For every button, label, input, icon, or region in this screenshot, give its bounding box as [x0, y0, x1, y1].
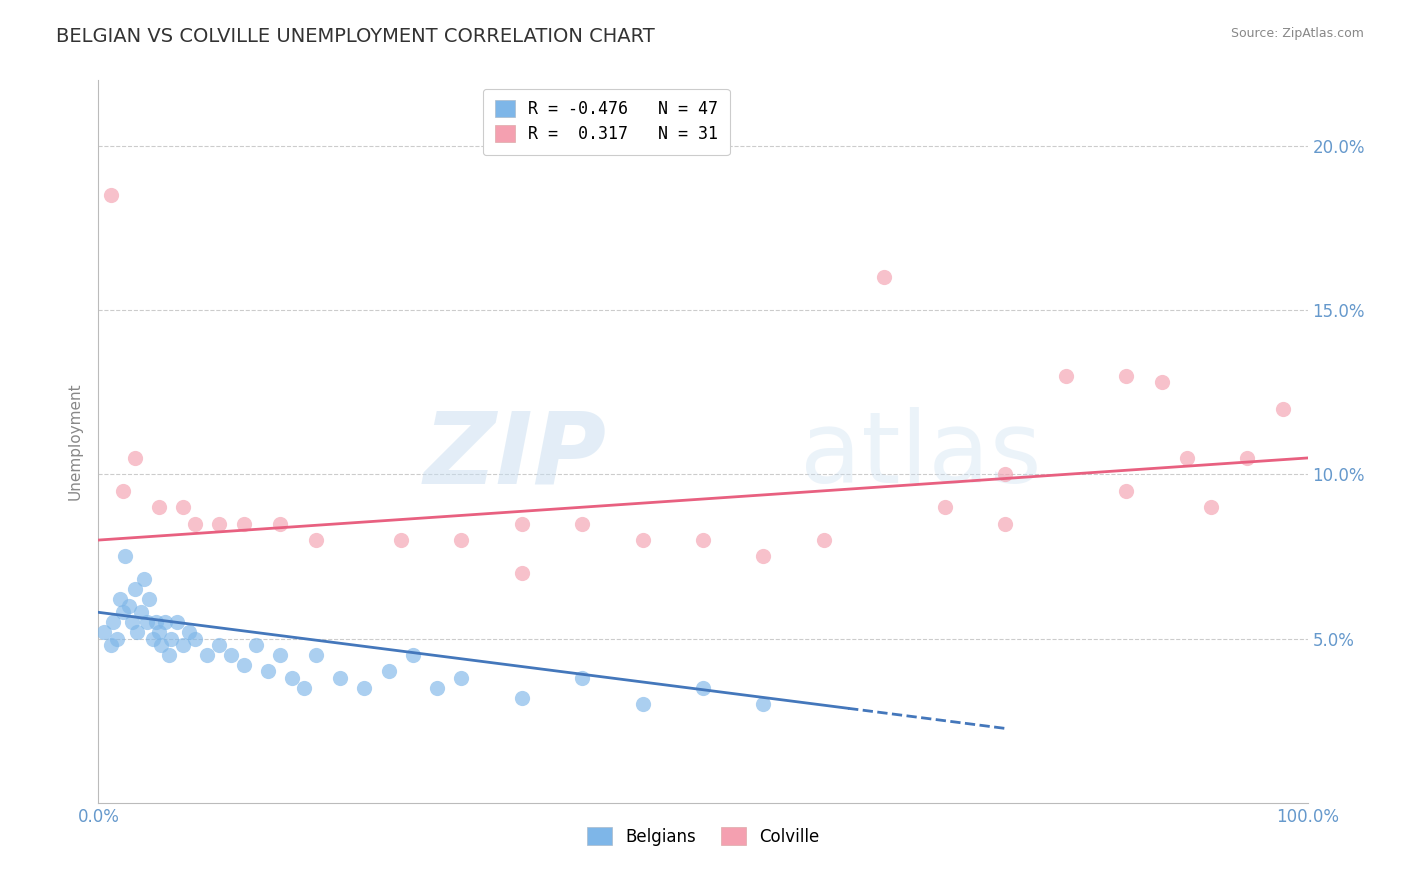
Point: [873, 270, 896, 285]
Text: Source: ZipAtlas.com: Source: ZipAtlas.com: [1230, 27, 1364, 40]
Point: [127, 625, 149, 640]
Point: [138, 592, 160, 607]
Point: [571, 516, 593, 531]
Point: [402, 648, 425, 662]
Point: [1152, 376, 1174, 390]
Point: [134, 573, 156, 587]
Point: [389, 533, 412, 547]
Text: BELGIAN VS COLVILLE UNEMPLOYMENT CORRELATION CHART: BELGIAN VS COLVILLE UNEMPLOYMENT CORRELA…: [56, 27, 655, 45]
Point: [510, 516, 533, 531]
Point: [100, 188, 122, 202]
Point: [232, 657, 254, 672]
Point: [111, 605, 134, 619]
Point: [450, 533, 472, 547]
Point: [1175, 450, 1198, 465]
Point: [1115, 368, 1137, 383]
Point: [329, 671, 352, 685]
Point: [221, 648, 243, 662]
Point: [93, 625, 115, 640]
Point: [245, 638, 267, 652]
Point: [150, 638, 173, 652]
Point: [934, 500, 956, 515]
Point: [1236, 450, 1258, 465]
Point: [124, 582, 146, 597]
Point: [166, 615, 188, 630]
Point: [1115, 483, 1137, 498]
Point: [752, 549, 775, 564]
Point: [208, 638, 231, 652]
Point: [195, 648, 218, 662]
Point: [145, 615, 167, 630]
Text: ZIP: ZIP: [423, 408, 606, 505]
Point: [184, 516, 207, 531]
Point: [256, 665, 278, 679]
Point: [377, 665, 399, 679]
Point: [157, 648, 180, 662]
Point: [142, 632, 165, 646]
Point: [510, 566, 533, 580]
Point: [172, 500, 194, 515]
Point: [692, 533, 714, 547]
Point: [232, 516, 254, 531]
Point: [994, 516, 1017, 531]
Point: [101, 615, 124, 630]
Point: [111, 483, 134, 498]
Point: [510, 690, 533, 705]
Point: [305, 648, 328, 662]
Point: [269, 516, 291, 531]
Point: [1054, 368, 1077, 383]
Point: [160, 632, 183, 646]
Point: [148, 625, 170, 640]
Point: [118, 599, 141, 613]
Point: [353, 681, 375, 695]
Point: [692, 681, 714, 695]
Point: [1272, 401, 1295, 416]
Point: [172, 638, 194, 652]
Point: [631, 698, 654, 712]
Point: [269, 648, 291, 662]
Point: [426, 681, 449, 695]
Point: [305, 533, 328, 547]
Point: [114, 549, 136, 564]
Point: [208, 516, 231, 531]
Point: [994, 467, 1017, 482]
Point: [148, 500, 170, 515]
Point: [813, 533, 835, 547]
Point: [571, 671, 593, 685]
Point: [135, 615, 157, 630]
Point: [153, 615, 176, 630]
Point: [631, 533, 654, 547]
Text: atlas: atlas: [800, 408, 1042, 505]
Point: [124, 450, 146, 465]
Point: [100, 638, 122, 652]
Point: [184, 632, 207, 646]
Legend: Belgians, Colville: Belgians, Colville: [581, 821, 825, 852]
Point: [292, 681, 315, 695]
Point: [752, 698, 775, 712]
Point: [179, 625, 201, 640]
Point: [105, 632, 128, 646]
Point: [281, 671, 304, 685]
Point: [121, 615, 143, 630]
Point: [1199, 500, 1222, 515]
Point: [129, 605, 152, 619]
Point: [108, 592, 131, 607]
Y-axis label: Unemployment: Unemployment: [67, 383, 83, 500]
Point: [450, 671, 472, 685]
